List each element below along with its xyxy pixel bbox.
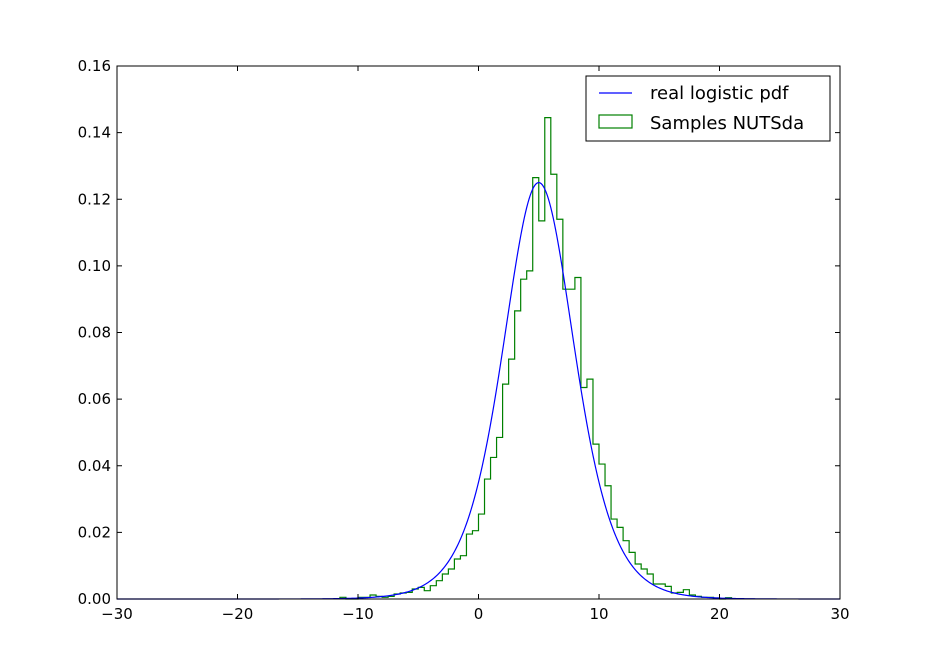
y-tick-label: 0.00: [78, 590, 111, 608]
legend-swatch-samples-nutsda: [598, 114, 633, 129]
legend-label-samples-nutsda: Samples NUTSda: [650, 113, 804, 134]
legend: real logistic pdf Samples NUTSda: [585, 75, 831, 142]
x-tick-label: 30: [830, 605, 849, 623]
y-tick-label: 0.16: [78, 57, 111, 75]
y-tick-label: 0.02: [78, 523, 111, 541]
histogram-samples-nutsda: [339, 117, 733, 600]
legend-label-real-logistic-pdf: real logistic pdf: [650, 83, 789, 104]
y-tick-label: 0.04: [78, 457, 111, 475]
y-axis: 0.00 0.02 0.04 0.06 0.08 0.10 0.12 0.14 0.16: [78, 57, 840, 608]
x-axis: −30 −20 −10 0 10 20 30: [101, 66, 850, 623]
x-tick-label: −30: [101, 605, 133, 623]
x-tick-label: −20: [222, 605, 254, 623]
y-tick-label: 0.14: [78, 124, 111, 142]
x-tick-label: 10: [589, 605, 608, 623]
plot-marks: [117, 117, 840, 600]
x-tick-label: −10: [342, 605, 374, 623]
line-real-logistic-pdf: [117, 181, 840, 600]
y-tick-label: 0.08: [78, 324, 111, 342]
x-tick-label: 20: [710, 605, 729, 623]
y-tick-label: 0.10: [78, 257, 111, 275]
y-tick-label: 0.06: [78, 390, 111, 408]
legend-box: [585, 75, 831, 142]
x-tick-label: 0: [474, 605, 484, 623]
y-tick-label: 0.12: [78, 190, 111, 208]
